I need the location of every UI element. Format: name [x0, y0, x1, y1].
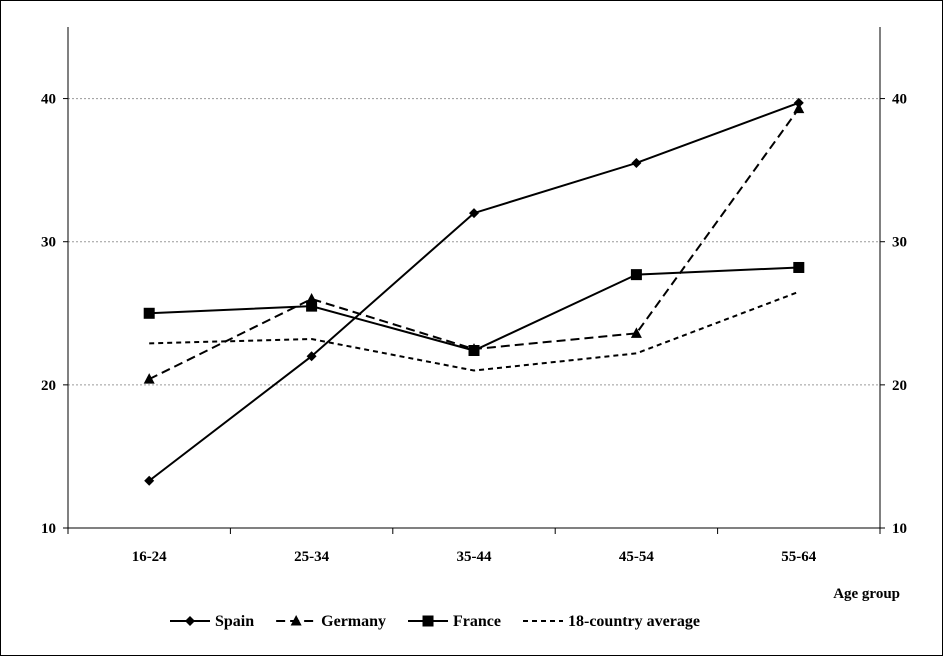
- y-tick-label-left: 40: [41, 92, 56, 108]
- x-tick-label: 16-24: [132, 549, 167, 565]
- series-line-18-country-average: [149, 290, 800, 372]
- y-tick-label-right: 40: [892, 92, 907, 108]
- y-tick-label-left: 20: [41, 378, 56, 394]
- axes: [63, 27, 885, 534]
- series-lines: [143, 97, 805, 486]
- series-line-spain: [148, 101, 800, 482]
- point-france: [306, 300, 318, 312]
- gridlines: [68, 98, 880, 386]
- x-tick-label: 35-44: [457, 549, 492, 565]
- point-france: [793, 261, 805, 273]
- x-tick-label: 45-54: [619, 549, 654, 565]
- point-spain: [469, 208, 479, 219]
- point-france: [143, 307, 155, 319]
- legend: Spain Germany France 18-country average: [170, 613, 700, 630]
- legend-marker-spain: [185, 616, 195, 626]
- point-france: [630, 269, 642, 281]
- legend-marker-germany: [290, 615, 302, 626]
- y-tick-label-left: 10: [41, 521, 56, 537]
- y-tick-label-left: 30: [41, 235, 56, 251]
- point-germany: [630, 327, 642, 338]
- legend-label-germany: Germany: [321, 613, 386, 630]
- point-germany: [793, 102, 805, 114]
- series-line-germany: [148, 108, 800, 381]
- legend-label-france: France: [453, 613, 501, 630]
- x-tick-label: 55-64: [781, 549, 816, 565]
- point-spain: [306, 351, 317, 362]
- y-tick-label-right: 20: [892, 378, 907, 394]
- point-france: [468, 345, 480, 357]
- legend-label-spain: Spain: [215, 613, 254, 630]
- x-axis-label: Age group: [833, 586, 900, 602]
- legend-marker-france: [422, 615, 434, 627]
- series-line-france: [149, 266, 799, 352]
- y-tick-label-right: 10: [892, 521, 907, 537]
- legend-label-18-country-average: 18-country average: [568, 613, 700, 630]
- point-spain: [631, 157, 642, 168]
- point-spain: [144, 475, 155, 486]
- tick-labels: 10 10 20 20 30 30 40 40 16-24 25-34 35-44 45-54 55-6…: [41, 92, 907, 565]
- point-germany: [143, 373, 155, 384]
- y-tick-label-right: 30: [892, 235, 907, 251]
- x-tick-label: 25-34: [294, 549, 329, 565]
